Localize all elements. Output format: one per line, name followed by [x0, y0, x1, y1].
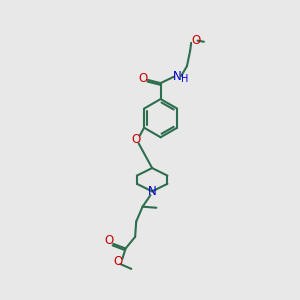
- Text: H: H: [181, 74, 188, 84]
- Text: O: O: [131, 133, 141, 146]
- Text: O: O: [192, 34, 201, 47]
- Text: O: O: [104, 233, 114, 247]
- Text: N: N: [148, 185, 157, 198]
- Text: O: O: [139, 72, 148, 86]
- Text: O: O: [113, 255, 123, 268]
- Text: N: N: [173, 70, 182, 83]
